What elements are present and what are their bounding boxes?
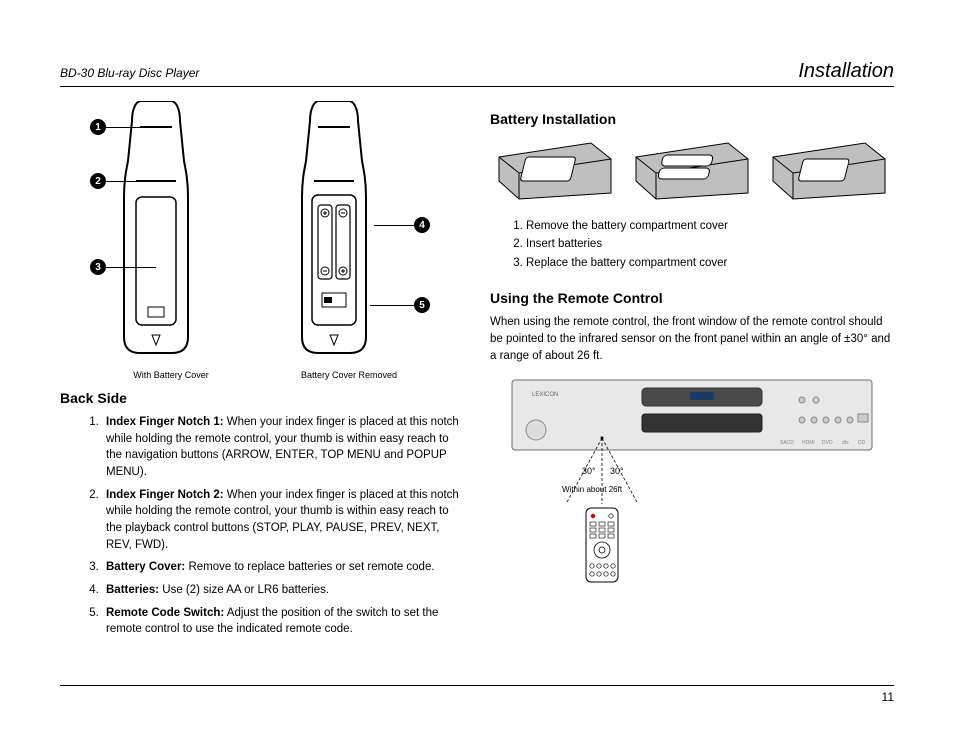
angle-left-label: 30°	[582, 466, 596, 476]
back-side-item: Index Finger Notch 2: When your index fi…	[102, 487, 460, 554]
battery-step-3	[769, 137, 889, 203]
battery-step-2	[632, 137, 752, 203]
using-remote-heading: Using the Remote Control	[490, 290, 894, 306]
caption-cover-removed: Battery Cover Removed	[274, 370, 424, 380]
callout-4: 4	[414, 217, 430, 233]
page-number: 11	[882, 690, 894, 704]
back-side-item: Index Finger Notch 1: When your index fi…	[102, 414, 460, 481]
back-side-heading: Back Side	[60, 390, 460, 406]
callout-2: 2	[90, 173, 106, 189]
callout-1: 1	[90, 119, 106, 135]
svg-text:HDMI: HDMI	[802, 440, 815, 446]
svg-text:dts: dts	[842, 440, 849, 446]
remote-cover-removed	[274, 101, 394, 361]
header-section: Installation	[798, 60, 894, 83]
player-range-diagram: LEXICON SACD HDMI DVD dts DD	[490, 374, 894, 594]
battery-step-1	[495, 137, 615, 203]
callout-5: 5	[414, 297, 430, 313]
svg-text:DVD: DVD	[822, 440, 833, 446]
svg-text:LEXICON: LEXICON	[532, 392, 558, 398]
back-side-item: Battery Cover: Remove to replace batteri…	[102, 559, 460, 576]
back-side-list: Index Finger Notch 1: When your index fi…	[60, 414, 460, 638]
battery-step-text: Replace the battery compartment cover	[526, 254, 894, 272]
back-side-item: Remote Code Switch: Adjust the position …	[102, 605, 460, 638]
using-remote-paragraph: When using the remote control, the front…	[490, 314, 894, 364]
battery-install-diagram	[490, 137, 894, 203]
range-label: Within about 26ft	[562, 485, 623, 494]
battery-steps-list: Remove the battery compartment cover Ins…	[490, 217, 894, 272]
callout-3: 3	[90, 259, 106, 275]
svg-text:DD: DD	[858, 440, 866, 446]
svg-text:SACD: SACD	[780, 440, 794, 446]
back-side-item: Batteries: Use (2) size AA or LR6 batter…	[102, 582, 460, 599]
remote-with-cover	[96, 101, 216, 361]
angle-right-label: 30°	[610, 466, 624, 476]
caption-with-cover: With Battery Cover	[96, 370, 246, 380]
header-model: BD-30 Blu-ray Disc Player	[60, 66, 199, 80]
battery-step-text: Insert batteries	[526, 235, 894, 253]
battery-install-heading: Battery Installation	[490, 111, 894, 127]
battery-step-text: Remove the battery compartment cover	[526, 217, 894, 235]
remote-back-diagram: 1 2 3 Wit	[60, 101, 460, 380]
